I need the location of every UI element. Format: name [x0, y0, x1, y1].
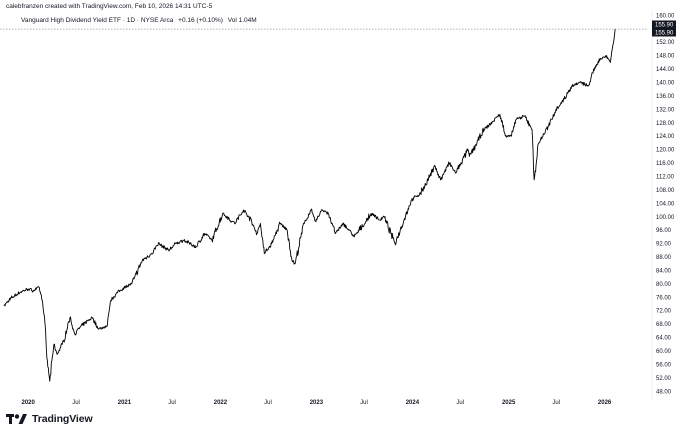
y-tick-label: 160.00: [656, 13, 675, 19]
y-tick-label: 48.00: [656, 389, 672, 395]
y-axis[interactable]: 160.00 152.00 148.00 144.00 140.00 136.00 132.…: [656, 13, 675, 395]
x-tick-label: Jul: [168, 400, 176, 406]
y-tick-label: 140.00: [656, 80, 675, 86]
price-tag-top: 155.90: [652, 20, 676, 29]
y-tick-label: 152.00: [656, 40, 675, 46]
tradingview-logo-icon: [6, 414, 27, 424]
y-tick-label: 60.00: [656, 349, 672, 355]
chart-credit: calebfranzen created with TradingView.co…: [6, 3, 213, 10]
y-tick-label: 92.00: [656, 242, 672, 248]
price-series-line: [3, 29, 616, 382]
x-tick-label: Jul: [552, 400, 560, 406]
y-tick-label: 128.00: [656, 121, 675, 127]
y-tick-label: 148.00: [656, 54, 675, 60]
x-tick-label: Jul: [456, 400, 464, 406]
y-tick-label: 80.00: [656, 282, 672, 288]
x-tick-label: 2025: [502, 400, 516, 406]
y-tick-label: 116.00: [656, 161, 675, 167]
volume-readout: Vol 1.04M: [227, 17, 257, 24]
symbol-title[interactable]: Vanguard High Dividend Yield ETF · 1D · …: [21, 17, 174, 24]
y-tick-label: 132.00: [656, 107, 675, 113]
tradingview-brand[interactable]: TradingView: [6, 413, 93, 425]
y-tick-label: 72.00: [656, 309, 672, 315]
x-tick-label: Jul: [264, 400, 272, 406]
y-tick-label: 100.00: [656, 215, 675, 221]
y-tick-label: 108.00: [656, 188, 675, 194]
y-tick-label: 96.00: [656, 228, 672, 234]
x-tick-label: 2026: [598, 400, 612, 406]
y-tick-label: 88.00: [656, 255, 672, 261]
y-tick-label: 56.00: [656, 362, 672, 368]
x-tick-label: Jul: [72, 400, 80, 406]
y-tick-label: 124.00: [656, 134, 675, 140]
brand-name: TradingView: [32, 413, 93, 425]
y-tick-label: 104.00: [656, 201, 675, 207]
y-tick-label: 84.00: [656, 268, 672, 274]
y-tick-label: 144.00: [656, 67, 675, 73]
symbol-legend: Vanguard High Dividend Yield ETF · 1D · …: [21, 17, 260, 24]
price-tag-top-bg: [652, 20, 676, 29]
price-tag-bottom-text: 155.90: [655, 31, 674, 37]
x-tick-label: 2022: [214, 400, 228, 406]
price-tag-bottom: 155.90: [652, 28, 676, 37]
y-tick-label: 112.00: [656, 174, 675, 180]
y-tick-label: 120.00: [656, 148, 675, 154]
x-tick-label: 2020: [22, 400, 36, 406]
y-tick-label: 64.00: [656, 336, 672, 342]
x-tick-label: 2024: [406, 400, 420, 406]
y-tick-label: 68.00: [656, 322, 672, 328]
x-axis[interactable]: 2020 Jul 2021 Jul 2022 Jul 2023 Jul 2024 Jul 2025 J…: [22, 400, 612, 406]
price-tag-bottom-bg: [652, 28, 676, 37]
y-tick-label: 76.00: [656, 295, 672, 301]
y-tick-label: 52.00: [656, 376, 672, 382]
x-tick-label: 2021: [118, 400, 132, 406]
y-tick-label: 136.00: [656, 94, 675, 100]
price-change: +0.16 (+0.10%): [178, 17, 223, 24]
x-tick-label: Jul: [360, 400, 368, 406]
price-tag-top-text: 155.90: [655, 23, 674, 29]
x-tick-label: 2023: [310, 400, 324, 406]
